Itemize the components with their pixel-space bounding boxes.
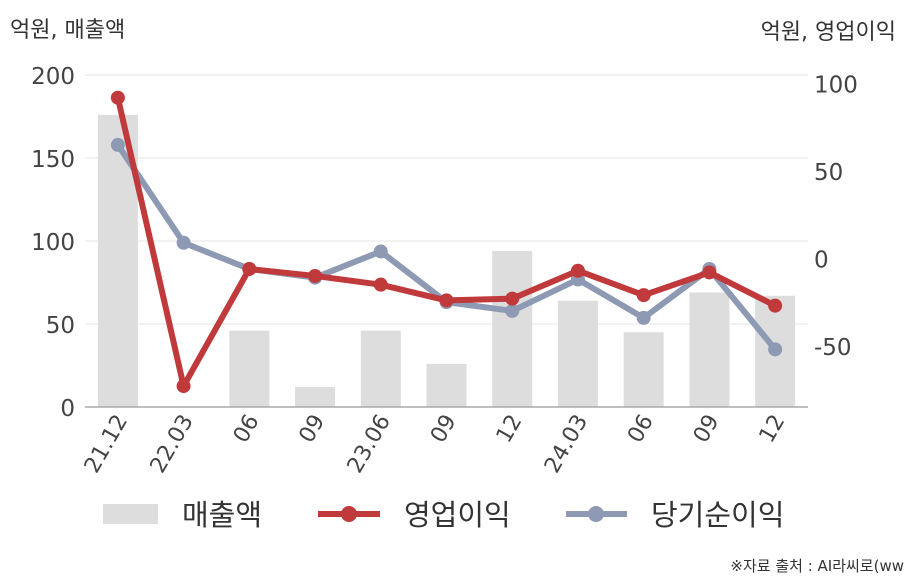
y-right-tick-label: 100: [814, 73, 858, 99]
bar: [426, 363, 467, 407]
operating-profit-point: [308, 268, 323, 283]
legend-label-operating: 영업이익: [404, 498, 511, 532]
operating-profit-point: [505, 291, 520, 306]
net-income-point: [373, 244, 388, 259]
bar: [623, 332, 664, 407]
operating-profit-point: [636, 288, 651, 303]
x-tick-label: 23.06: [343, 411, 396, 478]
x-tick-label: 22.03: [146, 411, 199, 478]
bar-series: [97, 114, 796, 407]
legend-label-sales: 매출액: [182, 498, 262, 532]
label-layer: 0 50 100 150 200 -50 0 50 100 억원, 매출액 억원, 영업이익 21.1…: [10, 18, 896, 478]
net-income-point: [505, 303, 520, 318]
x-tick-label: 12: [755, 411, 791, 448]
y-right-axis-title: 억원, 영업이익: [761, 20, 896, 45]
operating-profit-point: [702, 265, 717, 280]
legend-label-net: 당기순이익: [651, 498, 784, 532]
x-tick-label: 24.03: [540, 411, 593, 478]
x-tick-label: 09: [689, 411, 725, 448]
bar: [557, 300, 598, 407]
x-tick-label: 09: [426, 411, 462, 448]
y-left-tick-label: 100: [31, 230, 75, 256]
x-tick-label: 12: [492, 411, 528, 448]
y-left-tick-label: 150: [31, 147, 75, 173]
bar: [360, 330, 401, 407]
net-income-point: [110, 137, 125, 152]
operating-profit-point: [439, 293, 454, 308]
y-left-tick-label: 200: [31, 64, 75, 90]
operating-profit-line: [114, 94, 779, 390]
operating-profit-point: [242, 261, 257, 276]
y-left-tick-label: 0: [60, 396, 75, 422]
net-income-line: [114, 141, 779, 353]
y-right-tick-label: -50: [814, 335, 852, 361]
bar: [295, 387, 336, 407]
operating-profit-point: [176, 379, 191, 394]
bar: [492, 250, 533, 407]
legend-marker-net: [588, 506, 604, 522]
x-tick-label: 06: [623, 411, 659, 448]
legend-swatch-sales: [103, 504, 158, 524]
legend: 매출액 영업이익 당기순이익: [103, 498, 784, 532]
operating-profit-point: [110, 90, 125, 105]
y-right-tick-label: 50: [814, 160, 843, 186]
net-income-point: [768, 342, 783, 357]
operating-profit-point: [570, 263, 585, 278]
operating-profit-point: [373, 277, 388, 292]
operating-profit-point: [768, 298, 783, 313]
legend-marker-operating: [341, 506, 357, 522]
bar: [689, 292, 730, 407]
bar: [229, 330, 270, 407]
source-note: ※자료 출처 : AI라씨로(ww: [730, 557, 904, 575]
y-left-axis-title: 억원, 매출액: [10, 18, 125, 43]
net-income-point: [176, 235, 191, 250]
x-tick-label: 09: [295, 411, 331, 448]
line-series: [110, 90, 783, 394]
net-income-point: [636, 310, 651, 325]
y-right-tick-label: 0: [814, 247, 829, 273]
y-left-tick-label: 50: [46, 313, 75, 339]
grid-layer: [85, 74, 808, 325]
x-tick-label: 21.12: [80, 411, 133, 478]
x-tick-label: 06: [229, 411, 265, 448]
